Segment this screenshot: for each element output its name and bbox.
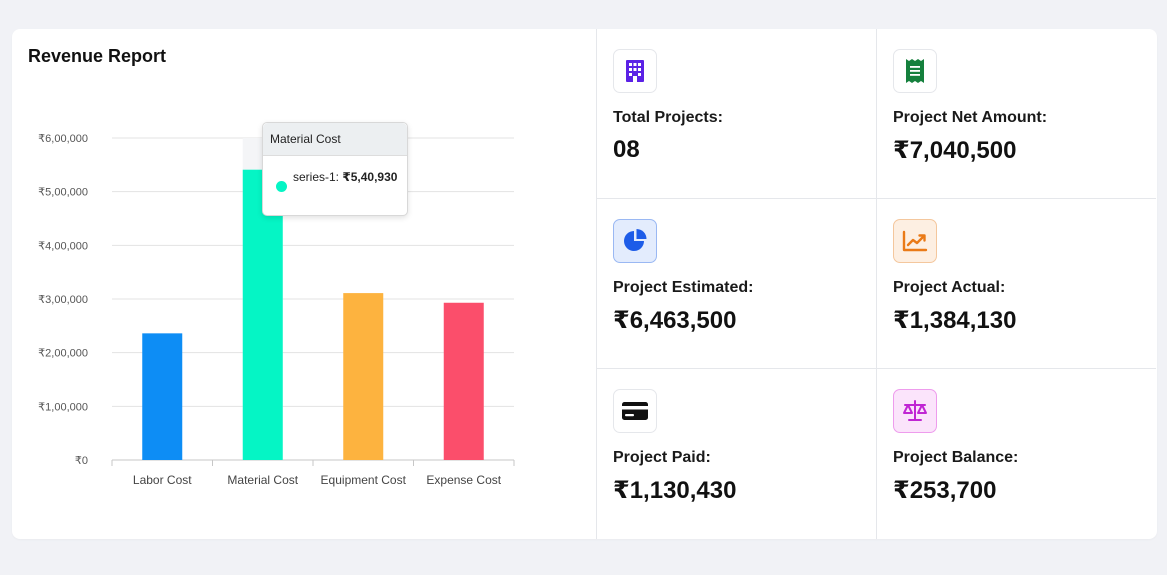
y-tick-label: ₹0: [75, 455, 88, 467]
y-tick-label: ₹5,00,000: [38, 187, 88, 199]
pie-chart-icon: [624, 229, 647, 251]
stat-card-project-paid: Project Paid: ₹1,130,430: [596, 369, 876, 539]
credit-card-icon: [622, 402, 648, 420]
stat-card-total-projects: Total Projects: 08: [596, 29, 876, 199]
chart-title: Revenue Report: [28, 46, 167, 66]
x-tick-label: Labor Cost: [133, 473, 192, 487]
stat-icon-box: [613, 219, 657, 263]
building-icon: [626, 60, 644, 82]
stat-icon-box: [893, 49, 937, 93]
y-tick-label: ₹2,00,000: [38, 348, 88, 360]
revenue-bar-chart: ₹0 ₹1,00,000 ₹2,00,000 ₹3,00,000 ₹4,00,000 ₹5…: [38, 133, 515, 487]
y-tick-label: ₹6,00,000: [38, 133, 88, 145]
stat-value: 08: [613, 136, 640, 163]
revenue-dashboard-card: Revenue Report ₹0 ₹1,00,000 ₹2,00,000 ₹3,00…: [12, 29, 1157, 539]
stat-card-project-net-amount: Project Net Amount: ₹7,040,500: [876, 29, 1156, 199]
receipt-icon: [906, 59, 924, 83]
trend-chart-icon: [902, 230, 928, 252]
stat-card-project-balance: Project Balance: ₹253,700: [876, 369, 1156, 539]
stat-value: ₹7,040,500: [893, 137, 1017, 164]
stat-label: Total Projects:: [613, 109, 723, 126]
stat-value: ₹1,384,130: [893, 307, 1017, 334]
stat-icon-box: [893, 219, 937, 263]
x-tick-label: Expense Cost: [426, 473, 501, 487]
stat-card-project-estimated: Project Estimated: ₹6,463,500: [596, 199, 876, 369]
tooltip-series-label: series-1:: [293, 170, 340, 184]
bar-material-cost: [242, 169, 283, 460]
y-tick-label: ₹3,00,000: [38, 294, 88, 306]
revenue-report-panel: Revenue Report ₹0 ₹1,00,000 ₹2,00,000 ₹3,00…: [12, 29, 596, 539]
stats-grid: Total Projects: 08 Project Net Amount: ₹…: [596, 29, 1157, 539]
stat-label: Project Estimated:: [613, 279, 754, 296]
stat-value: ₹6,463,500: [613, 307, 737, 334]
bar-equipment-cost: [343, 293, 384, 460]
stat-label: Project Net Amount:: [893, 109, 1048, 126]
stat-icon-box: [613, 49, 657, 93]
stat-label: Project Paid:: [613, 449, 711, 466]
stat-icon-box: [613, 389, 657, 433]
stat-label: Project Balance:: [893, 449, 1019, 466]
x-tick-label: Material Cost: [227, 473, 298, 487]
scale-icon: [903, 400, 927, 421]
x-tick-label: Equipment Cost: [321, 473, 407, 487]
stat-icon-box: [893, 389, 937, 433]
stat-value: ₹253,700: [893, 477, 997, 504]
y-tick-label: ₹1,00,000: [38, 401, 88, 413]
tooltip-series-marker: [276, 181, 287, 192]
stat-label: Project Actual:: [893, 279, 1006, 296]
chart-tooltip: Material Cost series-1: ₹5,40,930: [262, 122, 408, 216]
stat-card-project-actual: Project Actual: ₹1,384,130: [876, 199, 1156, 369]
tooltip-body: series-1: ₹5,40,930: [263, 156, 407, 192]
bar-expense-cost: [443, 302, 484, 460]
tooltip-title: Material Cost: [263, 123, 407, 156]
tooltip-value: ₹5,40,930: [342, 170, 398, 184]
y-tick-label: ₹4,00,000: [38, 240, 88, 252]
bar-labor-cost: [142, 333, 183, 460]
stat-value: ₹1,130,430: [613, 477, 737, 504]
